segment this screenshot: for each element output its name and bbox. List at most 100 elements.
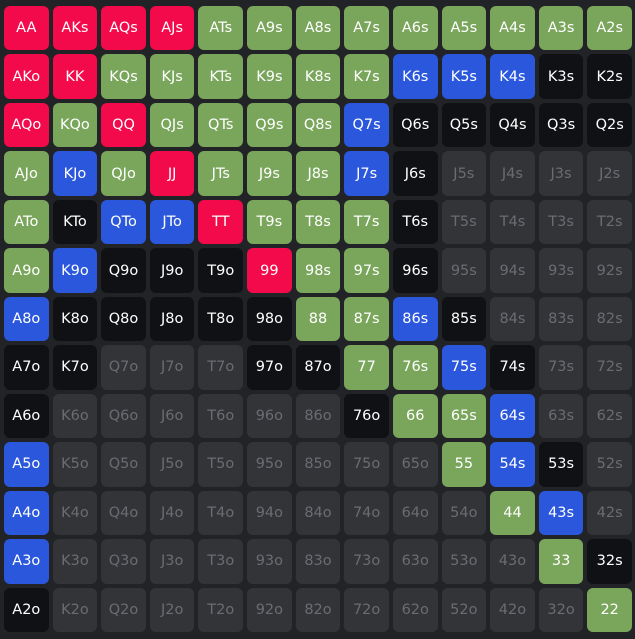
hand-cell-KJo[interactable]: KJo: [52, 151, 98, 196]
hand-cell-86o[interactable]: 86o: [295, 393, 341, 439]
hand-cell-T3o[interactable]: T3o: [198, 539, 244, 584]
hand-cell-JJ[interactable]: JJ: [149, 151, 195, 196]
hand-cell-65s[interactable]: 65s: [441, 393, 487, 439]
hand-cell-63o[interactable]: 63o: [392, 539, 438, 584]
hand-cell-K2o[interactable]: K2o: [52, 587, 98, 632]
hand-cell-QJo[interactable]: QJo: [101, 151, 146, 196]
hand-cell-J5s[interactable]: J5s: [441, 151, 487, 196]
hand-cell-K6s[interactable]: K6s: [392, 54, 438, 99]
hand-cell-ATo[interactable]: ATo: [4, 199, 49, 245]
hand-cell-92o[interactable]: 92o: [247, 587, 292, 632]
hand-cell-82s[interactable]: 82s: [587, 296, 632, 342]
hand-cell-Q4o[interactable]: Q4o: [101, 490, 146, 536]
hand-cell-52o[interactable]: 52o: [441, 587, 487, 632]
hand-cell-94s[interactable]: 94s: [490, 248, 535, 293]
hand-cell-K8o[interactable]: K8o: [52, 296, 98, 342]
hand-cell-J5o[interactable]: J5o: [149, 442, 195, 487]
hand-cell-73s[interactable]: 73s: [538, 345, 584, 390]
hand-cell-A9o[interactable]: A9o: [4, 248, 49, 293]
hand-cell-K2s[interactable]: K2s: [587, 54, 632, 99]
hand-cell-62o[interactable]: 62o: [392, 587, 438, 632]
hand-cell-J2s[interactable]: J2s: [587, 151, 632, 196]
hand-cell-A6s[interactable]: A6s: [392, 6, 438, 51]
hand-cell-J8o[interactable]: J8o: [149, 296, 195, 342]
hand-cell-J8s[interactable]: J8s: [295, 151, 341, 196]
hand-cell-AQo[interactable]: AQo: [4, 102, 49, 148]
hand-cell-KK[interactable]: KK: [52, 54, 98, 99]
hand-cell-J4o[interactable]: J4o: [149, 490, 195, 536]
hand-cell-T6s[interactable]: T6s: [392, 199, 438, 245]
hand-cell-K4s[interactable]: K4s: [490, 54, 535, 99]
hand-cell-A9s[interactable]: A9s: [247, 6, 292, 51]
hand-cell-AA[interactable]: AA: [4, 6, 49, 51]
hand-cell-KJs[interactable]: KJs: [149, 54, 195, 99]
hand-cell-T2s[interactable]: T2s: [587, 199, 632, 245]
hand-cell-A7s[interactable]: A7s: [344, 6, 389, 51]
hand-cell-J3s[interactable]: J3s: [538, 151, 584, 196]
hand-cell-J9s[interactable]: J9s: [247, 151, 292, 196]
hand-cell-Q7s[interactable]: Q7s: [344, 102, 389, 148]
hand-cell-Q5s[interactable]: Q5s: [441, 102, 487, 148]
hand-cell-76s[interactable]: 76s: [392, 345, 438, 390]
hand-cell-KTs[interactable]: KTs: [198, 54, 244, 99]
hand-cell-K9s[interactable]: K9s: [247, 54, 292, 99]
hand-cell-93o[interactable]: 93o: [247, 539, 292, 584]
hand-cell-92s[interactable]: 92s: [587, 248, 632, 293]
hand-cell-Q2s[interactable]: Q2s: [587, 102, 632, 148]
hand-cell-72o[interactable]: 72o: [344, 587, 389, 632]
hand-cell-42s[interactable]: 42s: [587, 490, 632, 536]
hand-cell-A2o[interactable]: A2o: [4, 587, 49, 632]
hand-cell-64s[interactable]: 64s: [490, 393, 535, 439]
hand-cell-AKs[interactable]: AKs: [52, 6, 98, 51]
hand-cell-T5s[interactable]: T5s: [441, 199, 487, 245]
hand-cell-54o[interactable]: 54o: [441, 490, 487, 536]
hand-cell-86s[interactable]: 86s: [392, 296, 438, 342]
hand-cell-Q6s[interactable]: Q6s: [392, 102, 438, 148]
hand-cell-AJs[interactable]: AJs: [149, 6, 195, 51]
hand-cell-83o[interactable]: 83o: [295, 539, 341, 584]
hand-cell-Q8o[interactable]: Q8o: [101, 296, 146, 342]
hand-cell-AKo[interactable]: AKo: [4, 54, 49, 99]
hand-cell-22[interactable]: 22: [587, 587, 632, 632]
hand-cell-64o[interactable]: 64o: [392, 490, 438, 536]
hand-cell-A8o[interactable]: A8o: [4, 296, 49, 342]
hand-cell-J2o[interactable]: J2o: [149, 587, 195, 632]
hand-cell-A4o[interactable]: A4o: [4, 490, 49, 536]
hand-cell-42o[interactable]: 42o: [490, 587, 535, 632]
hand-cell-Q2o[interactable]: Q2o: [101, 587, 146, 632]
hand-cell-52s[interactable]: 52s: [587, 442, 632, 487]
hand-cell-55[interactable]: 55: [441, 442, 487, 487]
hand-cell-85s[interactable]: 85s: [441, 296, 487, 342]
hand-cell-T4o[interactable]: T4o: [198, 490, 244, 536]
hand-cell-54s[interactable]: 54s: [490, 442, 535, 487]
hand-cell-85o[interactable]: 85o: [295, 442, 341, 487]
hand-cell-A3s[interactable]: A3s: [538, 6, 584, 51]
hand-cell-74o[interactable]: 74o: [344, 490, 389, 536]
hand-cell-J9o[interactable]: J9o: [149, 248, 195, 293]
hand-cell-QQ[interactable]: QQ: [101, 102, 146, 148]
hand-cell-Q7o[interactable]: Q7o: [101, 345, 146, 390]
hand-cell-ATs[interactable]: ATs: [198, 6, 244, 51]
hand-cell-Q8s[interactable]: Q8s: [295, 102, 341, 148]
hand-cell-32o[interactable]: 32o: [538, 587, 584, 632]
hand-cell-Q9o[interactable]: Q9o: [101, 248, 146, 293]
hand-cell-99[interactable]: 99: [247, 248, 292, 293]
hand-cell-77[interactable]: 77: [344, 345, 389, 390]
hand-cell-K3o[interactable]: K3o: [52, 539, 98, 584]
hand-cell-33[interactable]: 33: [538, 539, 584, 584]
hand-cell-65o[interactable]: 65o: [392, 442, 438, 487]
hand-cell-KTo[interactable]: KTo: [52, 199, 98, 245]
hand-cell-T9s[interactable]: T9s: [247, 199, 292, 245]
hand-cell-T7o[interactable]: T7o: [198, 345, 244, 390]
hand-cell-Q3o[interactable]: Q3o: [101, 539, 146, 584]
hand-cell-T7s[interactable]: T7s: [344, 199, 389, 245]
hand-cell-A4s[interactable]: A4s: [490, 6, 535, 51]
hand-cell-43o[interactable]: 43o: [490, 539, 535, 584]
hand-cell-76o[interactable]: 76o: [344, 393, 389, 439]
hand-cell-Q4s[interactable]: Q4s: [490, 102, 535, 148]
hand-cell-Q3s[interactable]: Q3s: [538, 102, 584, 148]
hand-cell-A8s[interactable]: A8s: [295, 6, 341, 51]
hand-cell-K6o[interactable]: K6o: [52, 393, 98, 439]
hand-cell-96o[interactable]: 96o: [247, 393, 292, 439]
hand-cell-32s[interactable]: 32s: [587, 539, 632, 584]
